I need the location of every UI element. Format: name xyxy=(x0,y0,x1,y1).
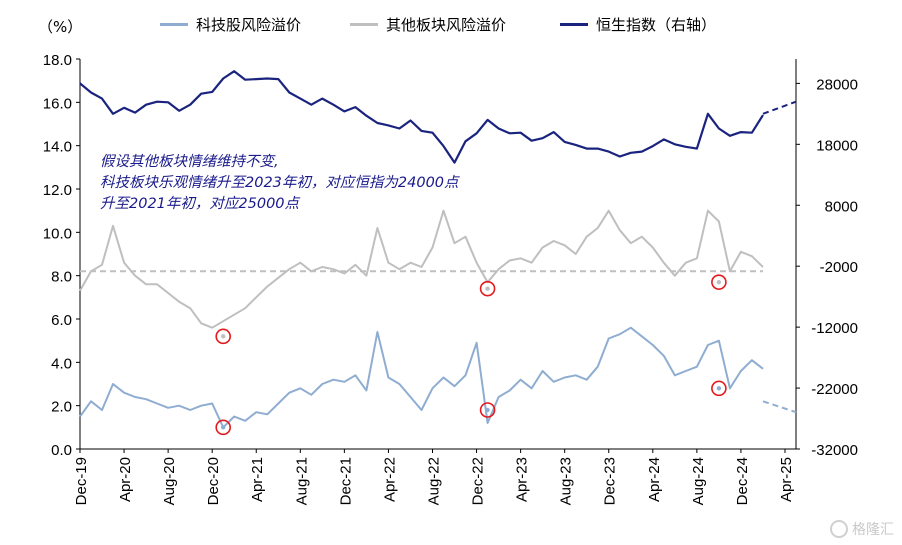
left-tick-label: 0.0 xyxy=(51,442,72,459)
marker-dot xyxy=(485,407,490,413)
annotation-line-1: 假设其他板块情绪维持不变, xyxy=(100,154,279,170)
annotation-line-2: 科技板块乐观情绪升至2023年初，对应恒指为24000点 xyxy=(100,175,459,191)
x-tick-label: Aug-20 xyxy=(161,457,178,505)
marker-circle xyxy=(215,328,231,345)
left-axis-unit: （%） xyxy=(38,18,83,36)
x-tick-label: Apr-21 xyxy=(249,457,266,502)
left-tick-label: 16.0 xyxy=(43,95,72,112)
legend: 科技股风险溢价 其他板块风险溢价 恒生指数（右轴） xyxy=(0,10,902,38)
right-tick-label: -12000 xyxy=(811,320,858,337)
x-tick-label: Dec-22 xyxy=(470,457,487,505)
right-tick-label: -22000 xyxy=(811,381,858,398)
x-tick-label: Dec-23 xyxy=(602,457,619,505)
left-tick-label: 4.0 xyxy=(51,355,72,372)
x-tick-label: Dec-21 xyxy=(337,457,354,505)
x-tick-label: Apr-22 xyxy=(381,457,398,502)
left-tick-label: 6.0 xyxy=(51,312,72,329)
series-line-other xyxy=(79,209,764,329)
watermark: 格隆汇 xyxy=(830,519,894,539)
legend-swatch-other xyxy=(350,23,378,26)
left-tick-label: 18.0 xyxy=(43,52,72,69)
marker-dot xyxy=(716,386,722,391)
right-tick-label: -2000 xyxy=(820,259,858,276)
left-tick-label: 14.0 xyxy=(43,139,72,156)
marker-dot xyxy=(221,334,226,339)
marker-dot xyxy=(716,279,722,285)
x-tick-label: Dec-24 xyxy=(734,457,751,505)
series-line-tech xyxy=(79,326,764,429)
watermark-logo-icon xyxy=(830,520,848,538)
marker-dot xyxy=(221,425,226,430)
annotation-line-3: 升至2021年初，对应25000点 xyxy=(100,196,300,212)
right-tick-label: 18000 xyxy=(816,137,858,154)
marker-circle xyxy=(479,402,496,418)
marker-circle xyxy=(711,380,727,397)
legend-label-other: 其他板块风险溢价 xyxy=(386,16,507,34)
x-tick-label: Apr-25 xyxy=(778,457,795,502)
legend-swatch-tech xyxy=(160,23,188,26)
series-line-tech-proj xyxy=(762,400,797,414)
right-tick-label: 28000 xyxy=(816,76,858,93)
legend-item-hsi: 恒生指数（右轴） xyxy=(560,14,716,35)
marker-dot xyxy=(485,286,490,291)
legend-item-tech: 科技股风险溢价 xyxy=(160,14,301,35)
x-tick-label: Aug-21 xyxy=(293,457,310,505)
series-line-hsi-proj xyxy=(762,100,797,115)
annotation-text: 假设其他板块情绪维持不变, 科技板块乐观情绪升至2023年初，对应恒指为2400… xyxy=(100,152,459,215)
left-tick-label: 10.0 xyxy=(43,225,72,242)
x-tick-label: Aug-24 xyxy=(690,457,707,505)
x-tick-label: Dec-19 xyxy=(73,457,90,505)
left-tick-label: 8.0 xyxy=(51,269,72,286)
watermark-text: 格隆汇 xyxy=(852,522,894,538)
right-tick-label: 8000 xyxy=(825,198,858,215)
left-tick-label: 12.0 xyxy=(43,182,72,199)
marker-circle xyxy=(711,274,727,290)
x-tick-label: Apr-24 xyxy=(646,457,663,502)
x-tick-label: Apr-20 xyxy=(117,457,134,502)
legend-label-hsi: 恒生指数（右轴） xyxy=(596,16,717,34)
x-tick-label: Aug-23 xyxy=(558,457,575,505)
legend-swatch-hsi xyxy=(560,23,588,26)
x-tick-label: Apr-23 xyxy=(514,457,531,502)
x-tick-label: Aug-22 xyxy=(425,457,442,505)
legend-label-tech: 科技股风险溢价 xyxy=(196,16,302,34)
marker-circle xyxy=(215,419,231,436)
left-tick-label: 2.0 xyxy=(51,399,72,416)
series-line-hsi xyxy=(79,70,764,164)
legend-item-other: 其他板块风险溢价 xyxy=(350,14,506,35)
right-tick-label: -32000 xyxy=(811,442,858,459)
x-tick-label: Dec-20 xyxy=(205,457,222,505)
marker-circle xyxy=(479,280,496,297)
